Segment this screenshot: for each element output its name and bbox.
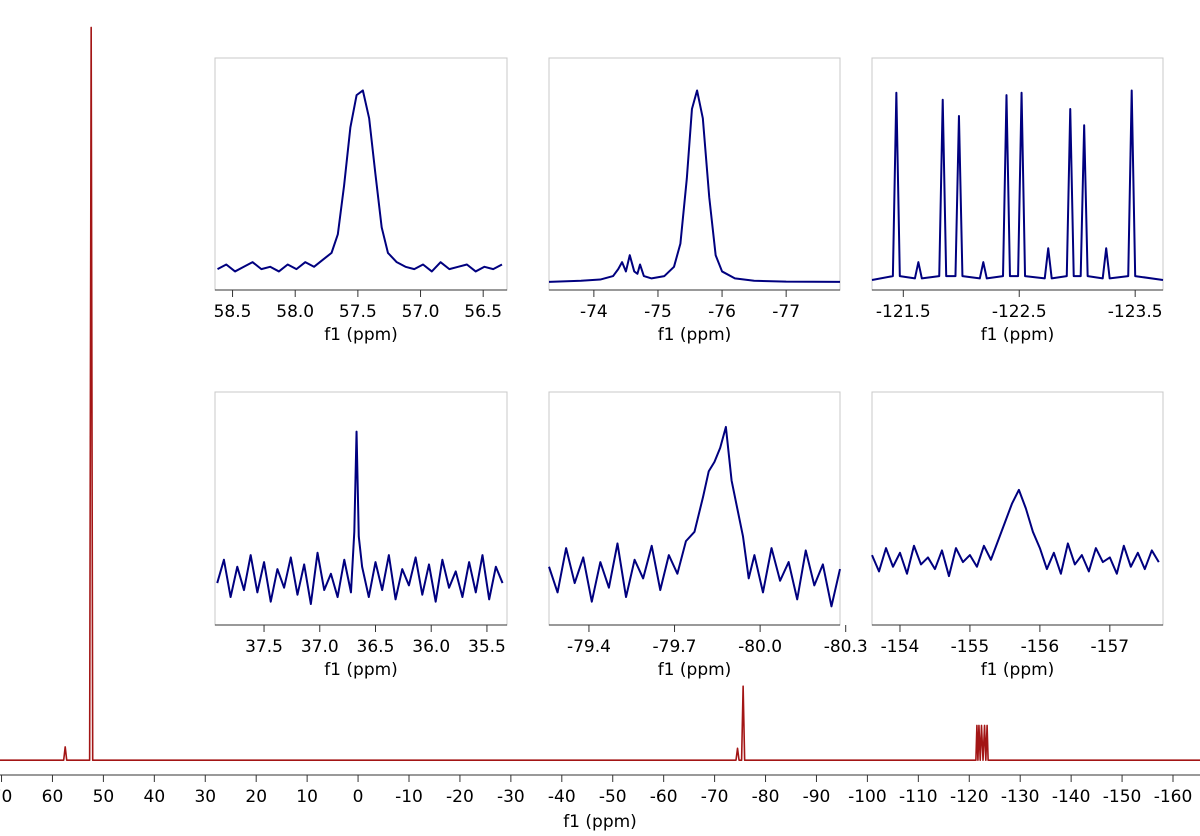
x-tick-label: 56.5 [464,302,502,322]
x-tick-label: -50 [599,787,627,807]
x-tick-label: -20 [446,787,474,807]
x-tick-label: 37.0 [301,637,339,657]
x-axis-label: f1 (ppm) [658,325,732,345]
x-tick-label: -100 [848,787,887,807]
x-tick-label: 30 [194,787,216,807]
inset-frame [214,57,508,291]
inset-frame [871,391,1164,626]
x-tick-label: 58.5 [214,302,252,322]
x-tick-label: 50 [93,787,115,807]
x-tick-label: 20 [245,787,267,807]
x-tick-label: 37.5 [245,637,283,657]
inset-frame [871,57,1164,291]
x-tick-label: -122.5 [992,302,1047,322]
x-tick-label: 36.0 [412,637,450,657]
x-tick-label: -79.7 [653,637,697,657]
x-tick-label: -70 [701,787,729,807]
x-tick-label: -157 [1091,637,1130,657]
x-tick-label: 57.0 [402,302,440,322]
x-tick-label: -156 [1021,637,1060,657]
x-tick-label: -10 [395,787,423,807]
x-tick-label: -121.5 [876,302,931,322]
x-tick-label: -154 [881,637,920,657]
x-tick-label: 60 [42,787,64,807]
x-axis-label: f1 (ppm) [981,660,1055,680]
x-tick-label: 35.5 [468,637,506,657]
x-tick-label: -79.4 [567,637,611,657]
x-tick-label: -40 [548,787,576,807]
inset-frame [214,391,508,626]
x-tick-label: -80 [752,787,780,807]
x-tick-label: -160 [1154,787,1193,807]
x-axis-label: f1 (ppm) [324,325,398,345]
x-tick-label: 57.5 [339,302,377,322]
x-tick-label: -120 [950,787,989,807]
x-tick-label: -140 [1052,787,1091,807]
inset-frame [548,57,841,291]
spectrum-line [216,430,504,606]
x-tick-label: 40 [144,787,166,807]
x-tick-label: -75 [644,302,672,322]
x-axis-label: f1 (ppm) [324,660,398,680]
x-tick-label: -155 [951,637,990,657]
x-tick-label: -74 [580,302,608,322]
x-axis-label: f1 (ppm) [658,660,732,680]
x-tick-label: -80.3 [824,637,868,657]
spectrum-line [548,425,841,608]
inset-frame [548,391,841,626]
spectrum-line [217,89,503,273]
spectrum-line [0,26,1200,761]
x-tick-label: -80.0 [738,637,782,657]
x-tick-label: 70 [0,787,12,807]
x-tick-label: -130 [1001,787,1040,807]
x-axis-label: f1 (ppm) [563,812,637,832]
x-tick-label: -77 [772,302,800,322]
x-tick-label: -90 [803,787,831,807]
x-tick-label: -30 [497,787,525,807]
x-tick-label: 58.0 [276,302,314,322]
x-tick-label: -150 [1103,787,1142,807]
x-tick-label: -60 [650,787,678,807]
x-tick-label: 10 [296,787,318,807]
spectrum-line [871,89,1164,282]
spectrum-line [548,89,841,283]
x-tick-label: -76 [708,302,736,322]
spectrum-line [871,488,1160,578]
x-tick-label: -123.5 [1108,302,1163,322]
x-tick-label: 0 [353,787,364,807]
x-axis-label: f1 (ppm) [981,325,1055,345]
x-tick-label: -110 [899,787,938,807]
x-tick-label: 36.5 [357,637,395,657]
